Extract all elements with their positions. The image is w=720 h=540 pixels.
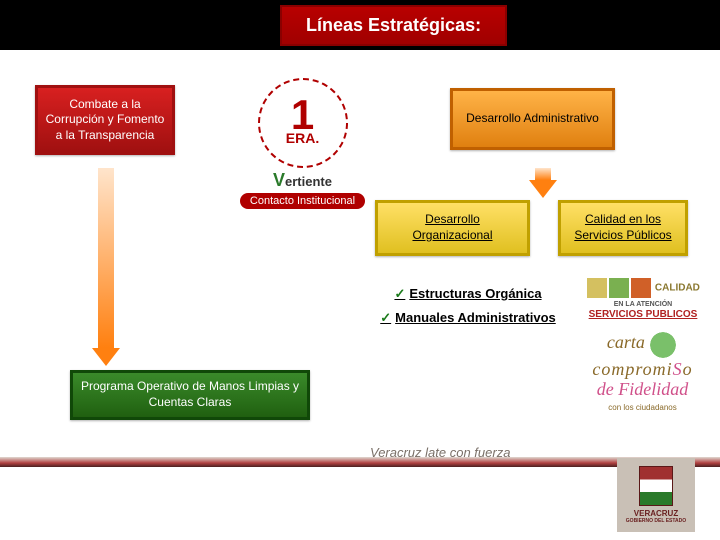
footer: Veracruz late con fuerza VERACRUZ GOBIER…	[0, 445, 720, 540]
number-1: 1	[291, 100, 314, 129]
arrow-right	[533, 168, 553, 198]
calidad-atencion-logo: CALIDAD EN LA ATENCIÓN SERVICIOS PUBLICO…	[578, 278, 708, 320]
footer-tagline: Veracruz late con fuerza	[370, 445, 510, 460]
gov-sub: GOBIERNO DEL ESTADO	[626, 518, 686, 524]
shield-icon	[639, 466, 673, 506]
arrow-left	[96, 168, 116, 366]
gov-name: VERACRUZ	[634, 509, 678, 518]
vertiente-label: Vertiente	[215, 170, 390, 191]
header-bar: Líneas Estratégicas:	[0, 0, 720, 50]
bullet-estructuras: ✓Estructuras Orgánica	[358, 285, 578, 303]
box-programa: Programa Operativo de Manos Limpias y Cu…	[70, 370, 310, 420]
bullet-manuales: ✓Manuales Administrativos	[358, 309, 578, 327]
box-desarrollo-org: Desarrollo Organizacional	[375, 200, 530, 256]
vertiente-badge: 1 ERA. Vertiente Contacto Institucional	[215, 78, 390, 188]
box-combate: Combate a la Corrupción y Fomento a la T…	[35, 85, 175, 155]
bullet-list: ✓Estructuras Orgánica ✓Manuales Administ…	[358, 285, 578, 327]
carta-compromiso-logo: carta compromiSo de Fidelidad con los ci…	[570, 330, 715, 413]
box-desarrollo-admin: Desarrollo Administrativo	[450, 88, 615, 150]
primera-circle: 1 ERA.	[258, 78, 348, 168]
era-label: ERA.	[283, 130, 322, 146]
vertiente-sub: Contacto Institucional	[240, 193, 365, 209]
box-calidad: Calidad en los Servicios Públicos	[558, 200, 688, 256]
page-title: Líneas Estratégicas:	[280, 5, 507, 46]
gov-logo: VERACRUZ GOBIERNO DEL ESTADO	[617, 458, 695, 532]
leaf-icon	[648, 330, 678, 360]
